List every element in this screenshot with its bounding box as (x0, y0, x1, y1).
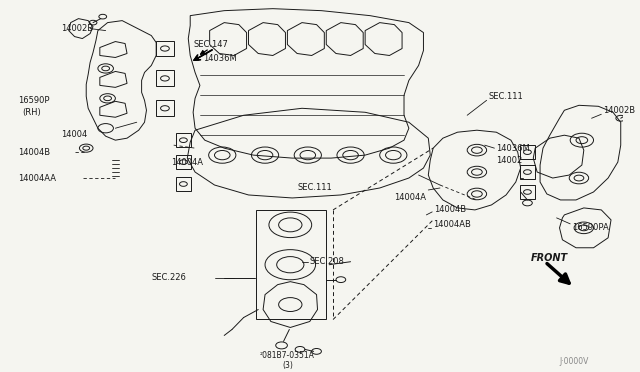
Text: J·0000V: J·0000V (559, 357, 589, 366)
Text: 14004: 14004 (61, 130, 87, 139)
Text: SEC.208: SEC.208 (310, 257, 344, 266)
Text: 14004B: 14004B (18, 148, 51, 157)
Text: 14002: 14002 (497, 155, 523, 164)
Text: 16590PA: 16590PA (572, 223, 609, 232)
Text: 14036M: 14036M (203, 54, 237, 63)
Text: ²081B7-0351A: ²081B7-0351A (260, 351, 315, 360)
Text: 14004AB: 14004AB (433, 220, 471, 230)
Text: SEC.111: SEC.111 (488, 92, 524, 101)
Text: 14036M: 14036M (497, 144, 530, 153)
Text: SEC.147: SEC.147 (193, 40, 228, 49)
Text: SEC.111: SEC.111 (297, 183, 332, 192)
Text: FRONT: FRONT (531, 253, 568, 263)
Text: 14004B: 14004B (434, 205, 467, 214)
Text: 14002B: 14002B (61, 24, 93, 33)
Text: (3): (3) (282, 361, 293, 370)
Text: 14004AA: 14004AA (18, 173, 56, 183)
Text: 14004A: 14004A (394, 193, 426, 202)
Text: 14004A: 14004A (171, 158, 203, 167)
Text: 14002B: 14002B (604, 106, 636, 115)
Text: (RH): (RH) (22, 108, 41, 117)
Text: SEC.226: SEC.226 (151, 273, 186, 282)
Text: 16590P: 16590P (18, 96, 50, 105)
